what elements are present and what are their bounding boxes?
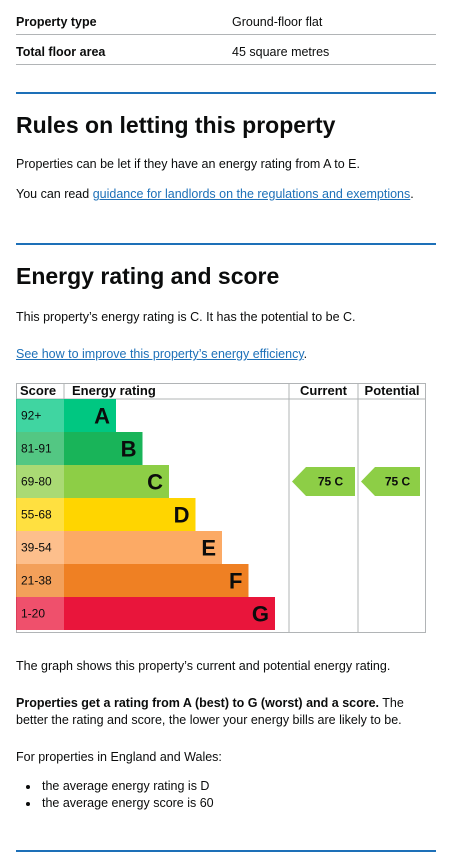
list-item: the average energy rating is D (16, 778, 214, 795)
rating-explanation: Properties get a rating from A (best) to… (16, 695, 436, 729)
energy-rating-graph: Score Energy rating Current Potential 92+ A 81… (16, 383, 426, 633)
energy-intro: This property’s energy rating is C. It h… (16, 310, 356, 324)
average-list: the average energy rating is D the avera… (16, 778, 214, 812)
rating-explanation-bold: Properties get a rating from A (best) to… (16, 696, 380, 710)
rating-header: Energy rating (72, 383, 156, 398)
band-bar-g (64, 597, 275, 630)
section-divider (16, 850, 436, 852)
band-score-g: 1-20 (21, 607, 45, 621)
band-score-e: 39-54 (21, 541, 52, 555)
current-rating-arrow-label: 75 C (318, 475, 344, 489)
energy-rating-chart: Score Energy rating Current Potential 92+ A 81… (16, 383, 426, 633)
current-rating-arrow (292, 467, 355, 496)
guidance-prefix: You can read (16, 187, 93, 201)
band-letter-e: E (201, 536, 216, 561)
potential-rating-arrow (361, 467, 420, 496)
band-bar-b (64, 432, 143, 465)
summary-value: 45 square metres (232, 45, 330, 59)
letting-heading: Rules on letting this property (16, 112, 336, 138)
section-divider (16, 243, 436, 245)
band-bar-d (64, 498, 196, 531)
band-score-a: 92+ (21, 409, 41, 423)
summary-value: Ground-floor flat (232, 15, 323, 29)
improve-suffix: . (303, 347, 308, 361)
summary-row-floor-area: Total floor area 45 square metres (16, 35, 436, 65)
band-letter-d: D (174, 503, 190, 528)
score-header: Score (20, 383, 56, 398)
guidance-suffix: . (410, 187, 414, 201)
average-intro: For properties in England and Wales: (16, 750, 222, 764)
section-divider (16, 92, 436, 94)
potential-header: Potential (365, 383, 420, 398)
band-bar-a (64, 399, 116, 432)
band-score-c: 69-80 (21, 475, 52, 489)
band-score-d: 55-68 (21, 508, 52, 522)
landlord-guidance-link[interactable]: guidance for landlords on the regulation… (92, 187, 411, 201)
band-letter-g: G (252, 602, 269, 627)
band-bar-c (64, 465, 169, 498)
band-letter-c: C (147, 470, 163, 495)
potential-rating-arrow-label: 75 C (385, 475, 411, 489)
letting-guidance-paragraph: You can read guidance for landlords on t… (16, 186, 436, 203)
energy-heading: Energy rating and score (16, 263, 280, 289)
current-header: Current (300, 383, 348, 398)
band-score-f: 21-38 (21, 574, 52, 588)
band-letter-f: F (229, 569, 242, 594)
summary-row-property-type: Property type Ground-floor flat (16, 5, 436, 35)
improve-paragraph: See how to improve this property’s energ… (16, 346, 436, 363)
rating-explanation-rest: The better the rating and score, the low… (16, 696, 404, 727)
graph-caption: The graph shows this property’s current … (16, 659, 391, 673)
letting-paragraph: Properties can be let if they have an en… (16, 157, 360, 171)
summary-key: Total floor area (16, 45, 106, 59)
summary-key: Property type (16, 15, 97, 29)
band-score-b: 81-91 (21, 442, 52, 456)
list-item: the average energy score is 60 (16, 795, 214, 812)
band-letter-a: A (94, 404, 110, 429)
band-letter-b: B (121, 437, 137, 462)
band-bar-e (64, 531, 222, 564)
improve-efficiency-link[interactable]: See how to improve this property’s energ… (16, 347, 304, 361)
band-bar-f (64, 564, 249, 597)
